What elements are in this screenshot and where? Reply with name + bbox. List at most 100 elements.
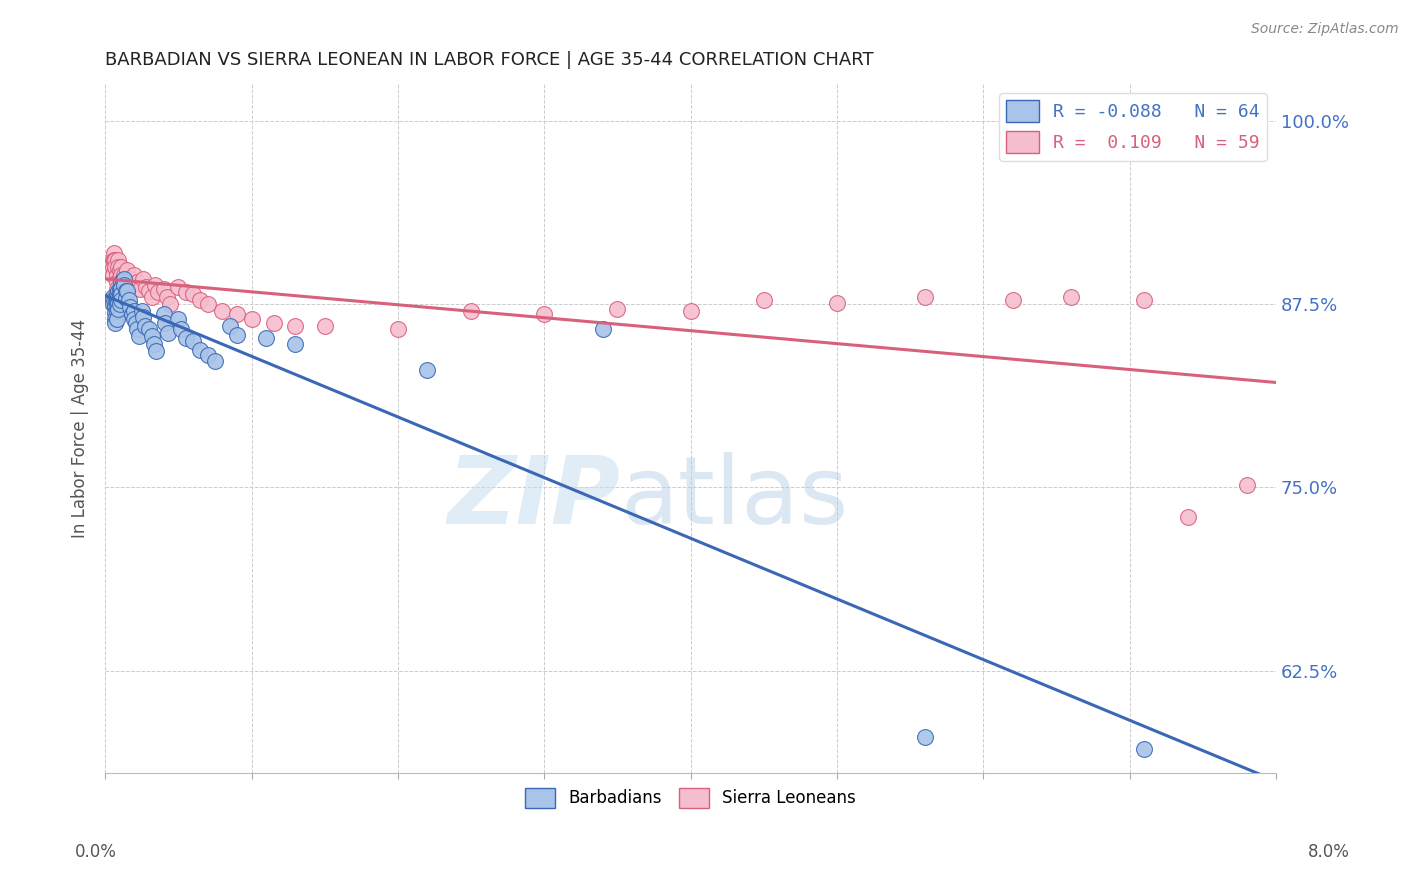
Point [101, 290, 124, 304]
Point [188, 343, 211, 357]
Point [138, 284, 160, 298]
Point [134, 319, 156, 334]
Point [174, 331, 197, 345]
Point [124, 268, 146, 282]
Point [121, 307, 143, 321]
Text: 0.0%: 0.0% [75, 843, 117, 861]
Point [114, 284, 136, 298]
Point [167, 311, 190, 326]
Point [107, 290, 129, 304]
Point [112, 272, 135, 286]
Point [101, 260, 124, 275]
Point [108, 291, 131, 305]
Y-axis label: In Labor Force | Age 35-44: In Labor Force | Age 35-44 [72, 319, 89, 539]
Point [108, 286, 131, 301]
Point [141, 329, 163, 343]
Point [138, 322, 160, 336]
Point [105, 268, 128, 282]
Point [679, 304, 702, 318]
Point [107, 260, 129, 275]
Point [159, 297, 181, 311]
Point [104, 253, 127, 268]
Point [240, 311, 263, 326]
Point [226, 327, 249, 342]
Point [592, 322, 614, 336]
Point [1177, 509, 1199, 524]
Point [145, 344, 167, 359]
Point [914, 730, 936, 744]
Point [181, 286, 204, 301]
Point [121, 278, 143, 293]
Point [101, 297, 124, 311]
Point [132, 310, 155, 325]
Point [914, 290, 936, 304]
Point [142, 336, 165, 351]
Point [606, 301, 628, 316]
Point [111, 274, 134, 288]
Point [132, 272, 155, 286]
Point [1001, 293, 1024, 307]
Point [129, 282, 152, 296]
Point [104, 311, 127, 326]
Point [105, 275, 128, 289]
Point [533, 307, 555, 321]
Text: BARBADIAN VS SIERRA LEONEAN IN LABOR FORCE | AGE 35-44 CORRELATION CHART: BARBADIAN VS SIERRA LEONEAN IN LABOR FOR… [105, 51, 875, 69]
Point [204, 354, 226, 368]
Point [157, 326, 180, 341]
Point [111, 272, 134, 286]
Point [107, 284, 129, 298]
Point [105, 311, 128, 326]
Point [105, 293, 128, 307]
Point [103, 253, 125, 268]
Point [254, 331, 277, 345]
Point [104, 260, 127, 275]
Point [114, 275, 136, 289]
Point [135, 279, 157, 293]
Point [1060, 290, 1083, 304]
Point [117, 272, 139, 286]
Point [107, 295, 129, 310]
Point [105, 304, 128, 318]
Point [124, 304, 146, 318]
Point [112, 268, 135, 282]
Point [1133, 741, 1156, 756]
Point [104, 306, 127, 320]
Point [197, 297, 219, 311]
Point [387, 322, 409, 336]
Point [152, 282, 174, 296]
Point [226, 307, 249, 321]
Point [120, 300, 142, 314]
Point [110, 275, 132, 289]
Point [460, 304, 482, 318]
Text: atlas: atlas [620, 451, 849, 544]
Point [104, 297, 127, 311]
Point [105, 297, 128, 311]
Point [155, 316, 177, 330]
Point [110, 293, 132, 307]
Point [284, 319, 307, 334]
Point [218, 319, 240, 334]
Point [127, 275, 149, 289]
Point [314, 319, 336, 334]
Point [1236, 477, 1258, 491]
Point [825, 295, 848, 310]
Point [127, 322, 149, 336]
Point [146, 285, 169, 300]
Point [104, 316, 127, 330]
Point [101, 293, 124, 307]
Point [111, 279, 134, 293]
Point [108, 282, 131, 296]
Text: 8.0%: 8.0% [1308, 843, 1350, 861]
Point [117, 293, 139, 307]
Point [152, 307, 174, 321]
Point [105, 286, 128, 301]
Point [101, 253, 124, 268]
Text: Source: ZipAtlas.com: Source: ZipAtlas.com [1251, 22, 1399, 37]
Point [156, 290, 179, 304]
Text: ZIP: ZIP [447, 451, 620, 544]
Point [211, 304, 233, 318]
Point [263, 316, 285, 330]
Point [107, 253, 129, 268]
Point [101, 268, 124, 282]
Point [115, 263, 138, 277]
